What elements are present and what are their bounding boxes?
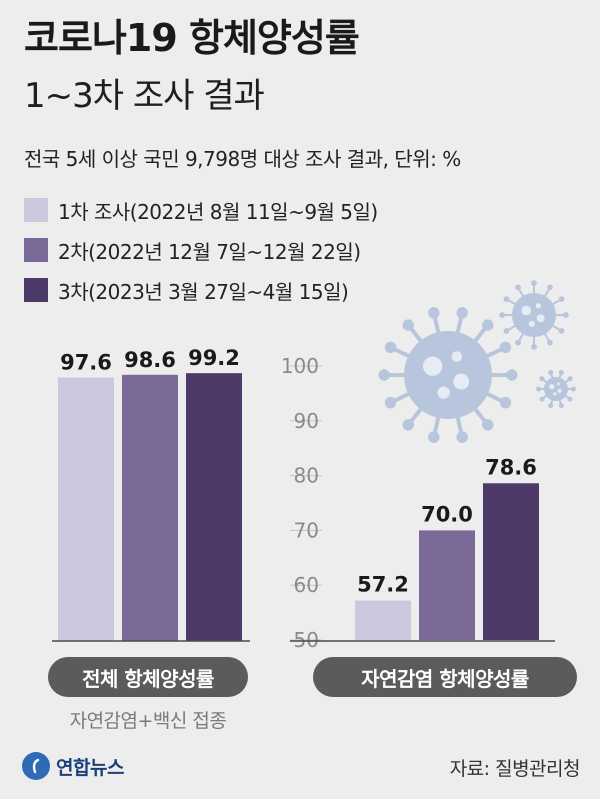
legend-item-round2: 2차(2022년 12월 7일~12월 22일) bbox=[24, 230, 378, 270]
virus-spike-tip bbox=[515, 284, 521, 291]
category-label-total: 전체 항체양성률 bbox=[48, 657, 248, 697]
virus-spike-tip bbox=[456, 307, 468, 319]
virus-spike-tip bbox=[499, 312, 505, 318]
virus-icon-large bbox=[378, 307, 518, 443]
virus-spike-tip bbox=[548, 403, 554, 409]
virus-spike-tip bbox=[503, 328, 510, 334]
virus-spot bbox=[453, 373, 470, 390]
virus-spike-tip bbox=[402, 419, 414, 431]
virus-spot bbox=[451, 351, 463, 362]
virus-spike-tip bbox=[570, 386, 576, 392]
virus-icon bbox=[378, 280, 576, 443]
virus-spike-tip bbox=[482, 419, 494, 431]
virus-spot bbox=[536, 314, 545, 323]
source-note: 자료: 질병관리청 bbox=[449, 758, 581, 780]
category-note-total: 자연감염+백신 접종 bbox=[69, 710, 227, 732]
virus-spike-tip bbox=[499, 341, 512, 354]
y-tick-label: 70 bbox=[294, 518, 319, 542]
virus-spot bbox=[437, 386, 450, 399]
legend-label-round3: 3차(2023년 3월 27일~4월 15일) bbox=[58, 279, 349, 304]
legend: 1차 조사(2022년 8월 11일~9월 5일) 2차(2022년 12월 7… bbox=[24, 190, 378, 310]
virus-spike-tip bbox=[402, 319, 414, 331]
virus-spot bbox=[422, 356, 443, 376]
virus-spike-tip bbox=[456, 431, 468, 443]
category-label-natural: 자연감염 항체양성률 bbox=[313, 657, 577, 697]
legend-swatch-round1 bbox=[24, 198, 48, 222]
virus-spike-tip bbox=[515, 339, 521, 346]
bar-chart: 97.6 98.6 99.2 100 90 80 70 60 50 57.2 70.0 78.6 bbox=[52, 346, 555, 652]
data-label-total-round2: 98.6 bbox=[124, 348, 176, 372]
bar-total-round3 bbox=[186, 373, 242, 641]
virus-spike-tip bbox=[567, 396, 573, 402]
y-tick-label: 90 bbox=[294, 409, 319, 433]
virus-spike-tip bbox=[428, 307, 440, 319]
virus-spike-tip bbox=[563, 312, 569, 318]
y-tick-label: 60 bbox=[294, 573, 319, 597]
virus-spike-tip bbox=[536, 386, 542, 392]
virus-icon-medium bbox=[499, 280, 569, 350]
data-label-total-round3: 99.2 bbox=[188, 346, 240, 370]
chart-title: 코로나19 항체양성률 bbox=[24, 16, 360, 60]
bar-natural-round2 bbox=[419, 530, 475, 640]
legend-item-round1: 1차 조사(2022년 8월 11일~9월 5일) bbox=[24, 190, 378, 230]
virus-spike-tip bbox=[548, 369, 554, 375]
virus-spike-tip bbox=[547, 284, 553, 291]
virus-spike-tip bbox=[539, 396, 545, 402]
virus-spike-tip bbox=[531, 280, 537, 286]
virus-spike-tip bbox=[567, 376, 573, 382]
virus-spike-tip bbox=[428, 431, 440, 443]
legend-label-round1: 1차 조사(2022년 8월 11일~9월 5일) bbox=[58, 199, 378, 224]
virus-spike-tip bbox=[539, 376, 545, 382]
virus-spot bbox=[556, 382, 560, 386]
virus-spike-tip bbox=[499, 396, 512, 409]
virus-spike-tip bbox=[384, 396, 397, 409]
y-tick-label: 80 bbox=[294, 464, 319, 488]
virus-icon-small bbox=[536, 369, 576, 409]
virus-spike-tip bbox=[558, 296, 565, 302]
virus-spike-tip bbox=[558, 328, 565, 334]
logo-text: 연합뉴스 bbox=[56, 756, 124, 779]
chart-note: 전국 5세 이상 국민 9,798명 대상 조사 결과, 단위: % bbox=[24, 147, 461, 171]
virus-body bbox=[544, 377, 568, 401]
y-tick-label: 50 bbox=[294, 628, 319, 652]
virus-spot bbox=[528, 320, 535, 327]
legend-swatch-round3 bbox=[24, 278, 48, 302]
virus-spike-tip bbox=[482, 319, 494, 331]
data-label-natural-round2: 70.0 bbox=[421, 502, 473, 526]
virus-spike-tip bbox=[384, 341, 397, 354]
data-label-natural-round1: 57.2 bbox=[357, 573, 409, 597]
virus-spot bbox=[549, 383, 555, 390]
virus-spike-tip bbox=[378, 369, 390, 381]
bar-natural-round3 bbox=[483, 483, 539, 640]
virus-spot bbox=[553, 392, 557, 396]
data-label-total-round1: 97.6 bbox=[60, 350, 112, 374]
legend-label-round2: 2차(2022년 12월 7일~12월 22일) bbox=[58, 239, 361, 264]
virus-spike-tip bbox=[506, 369, 518, 381]
virus-spot bbox=[521, 305, 532, 316]
virus-spike-tip bbox=[558, 369, 564, 375]
virus-spot bbox=[557, 388, 562, 393]
logo-icon bbox=[22, 752, 50, 780]
virus-spike-tip bbox=[503, 296, 510, 302]
virus-spike-tip bbox=[547, 339, 553, 346]
y-tick-label: 100 bbox=[281, 354, 319, 378]
chart-subtitle: 1~3차 조사 결과 bbox=[24, 76, 265, 116]
logo: 연합뉴스 bbox=[22, 752, 124, 780]
legend-item-round3: 3차(2023년 3월 27일~4월 15일) bbox=[24, 270, 378, 310]
virus-spike-tip bbox=[558, 403, 564, 409]
virus-spike-tip bbox=[531, 344, 537, 350]
bar-total-round2 bbox=[122, 374, 178, 641]
bar-natural-round1 bbox=[355, 600, 411, 640]
virus-body bbox=[512, 293, 556, 337]
legend-swatch-round2 bbox=[24, 238, 48, 262]
bar-total-round1 bbox=[58, 377, 114, 641]
virus-body bbox=[404, 331, 492, 419]
data-label-natural-round3: 78.6 bbox=[485, 455, 537, 479]
virus-spot bbox=[535, 303, 542, 309]
